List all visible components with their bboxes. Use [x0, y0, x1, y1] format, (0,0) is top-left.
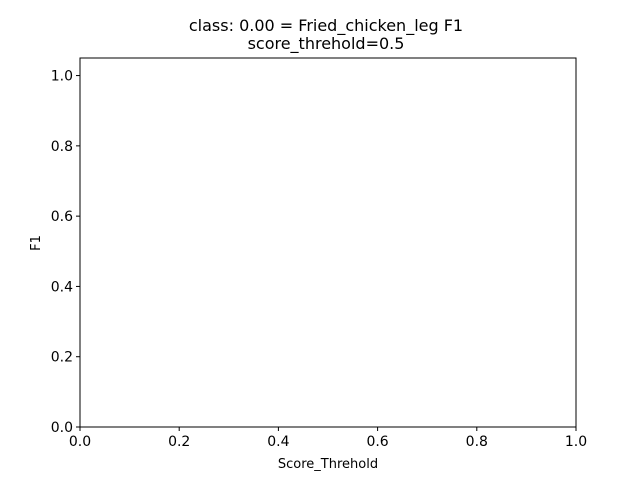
plot-area [79, 57, 577, 428]
chart-subtitle: score_threhold=0.5 [248, 34, 405, 54]
y-tick-label: 0.0 [51, 420, 73, 436]
x-tick-label: 0.6 [366, 434, 388, 450]
y-tick-label: 0.8 [51, 139, 73, 155]
y-tick-label: 0.2 [51, 350, 73, 366]
y-tick-label: 0.6 [51, 209, 73, 225]
x-tick-label: 0.2 [168, 434, 190, 450]
x-tick-label: 0.8 [466, 434, 488, 450]
y-axis-ticks: 0.0 0.2 0.4 0.6 0.8 1.0 [51, 69, 80, 436]
x-axis-ticks: 0.0 0.2 0.4 0.6 0.8 1.0 [69, 427, 587, 450]
y-tick-label: 0.4 [51, 279, 73, 295]
chart-title: class: 0.00 = Fried_chicken_leg F1 [189, 16, 463, 36]
y-tick-label: 1.0 [51, 69, 73, 85]
x-axis-label: Score_Threhold [278, 457, 378, 472]
x-tick-label: 1.0 [565, 434, 587, 450]
x-tick-label: 0.4 [267, 434, 289, 450]
x-tick-label: 0.0 [69, 434, 91, 450]
y-axis-label: F1 [29, 235, 44, 251]
